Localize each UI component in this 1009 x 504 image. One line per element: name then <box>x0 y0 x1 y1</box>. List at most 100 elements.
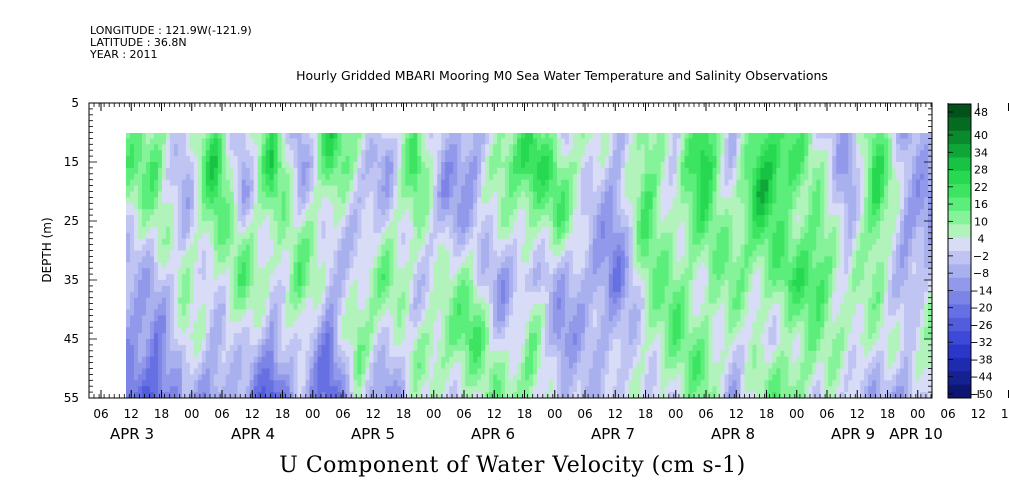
heatmap-cell <box>393 209 398 216</box>
heatmap-cell <box>393 268 398 275</box>
heatmap-cell <box>297 173 303 181</box>
heatmap-cell <box>373 262 378 269</box>
heatmap-cell <box>465 368 470 375</box>
heatmap-cell <box>560 191 566 198</box>
heatmap-cell <box>449 280 454 287</box>
heatmap-cell <box>544 156 550 163</box>
heatmap-cell <box>477 256 482 263</box>
heatmap-cell <box>381 256 386 263</box>
heatmap-cell <box>393 380 398 387</box>
heatmap-cell <box>417 280 422 287</box>
heatmap-cell <box>205 297 211 305</box>
heatmap-cell <box>153 256 159 263</box>
heatmap-cell <box>281 362 287 370</box>
heatmap-cell <box>341 185 347 193</box>
heatmap-cell <box>413 221 418 228</box>
heatmap-cell <box>361 262 367 269</box>
heatmap-cell <box>425 356 430 364</box>
heatmap-cells <box>126 133 932 398</box>
heatmap-cell <box>433 303 438 311</box>
heatmap-cell <box>544 144 550 151</box>
heatmap-cell <box>357 356 363 364</box>
heatmap-cell <box>540 244 546 252</box>
heatmap-cell <box>389 197 394 204</box>
heatmap-cell <box>437 344 442 352</box>
heatmap-cell <box>556 280 562 287</box>
heatmap-cell <box>489 138 494 145</box>
heatmap-cell <box>141 374 147 381</box>
heatmap-cell <box>481 244 486 252</box>
heatmap-cell <box>345 315 351 322</box>
heatmap-cell <box>233 291 239 299</box>
heatmap-cell <box>313 321 319 328</box>
heatmap-cell <box>261 221 267 228</box>
heatmap-cell <box>173 250 179 257</box>
heatmap-cell <box>493 167 498 175</box>
heatmap-cell <box>421 291 426 299</box>
heatmap-cell <box>293 133 299 139</box>
heatmap-cell <box>425 256 430 263</box>
heatmap-cell <box>353 339 359 346</box>
heatmap-cell <box>173 203 179 210</box>
heatmap-cell <box>257 138 263 145</box>
heatmap-cell <box>353 303 359 311</box>
heatmap-cell <box>409 368 414 375</box>
heatmap-cell <box>548 339 554 346</box>
heatmap-cell <box>189 179 195 187</box>
heatmap-cell <box>265 256 271 263</box>
heatmap-cell <box>341 197 347 204</box>
heatmap-cell <box>141 386 147 393</box>
heatmap-cell <box>485 344 490 352</box>
heatmap-cell <box>453 162 458 169</box>
heatmap-cell <box>544 297 550 305</box>
heatmap-cell <box>205 315 211 322</box>
heatmap-cell <box>493 368 498 375</box>
heatmap-cell <box>552 262 558 269</box>
heatmap-cell <box>126 344 131 352</box>
heatmap-cell <box>544 315 550 322</box>
heatmap-cell <box>253 309 259 316</box>
heatmap-cell <box>529 232 534 240</box>
heatmap-cell <box>165 297 171 305</box>
heatmap-cell <box>564 262 570 269</box>
heatmap-cell <box>501 386 506 393</box>
heatmap-cell <box>329 339 335 346</box>
heatmap-cell <box>536 315 542 322</box>
heatmap-cell <box>293 268 299 275</box>
heatmap-cell <box>245 209 251 216</box>
heatmap-cell <box>309 262 315 269</box>
heatmap-cell <box>517 274 522 281</box>
heatmap-cell <box>293 303 299 311</box>
heatmap-cell <box>281 297 287 305</box>
heatmap-cell <box>485 191 490 198</box>
heatmap-cell <box>525 238 530 246</box>
heatmap-cell <box>445 356 450 364</box>
heatmap-cell <box>241 150 247 157</box>
heatmap-cell <box>157 327 163 334</box>
heatmap-cell <box>429 203 434 210</box>
heatmap-cell <box>277 274 283 281</box>
heatmap-cell <box>141 333 147 340</box>
heatmap-cell <box>473 262 478 269</box>
heatmap-cell <box>285 392 291 398</box>
heatmap-cell <box>556 238 562 246</box>
heatmap-cell <box>289 238 295 246</box>
heatmap-cell <box>201 185 207 193</box>
heatmap-cell <box>365 315 370 322</box>
heatmap-cell <box>509 392 514 398</box>
heatmap-cell <box>325 162 331 169</box>
heatmap-cell <box>197 144 203 151</box>
heatmap-cell <box>293 179 299 187</box>
heatmap-cell <box>433 133 438 139</box>
heatmap-cell <box>493 344 498 352</box>
heatmap-cell <box>556 256 562 263</box>
heatmap-cell <box>397 280 402 287</box>
heatmap-cell <box>381 285 386 293</box>
heatmap-cell <box>325 138 331 145</box>
heatmap-cell <box>297 133 303 139</box>
heatmap-cell <box>233 327 239 334</box>
heatmap-cell <box>413 162 418 169</box>
heatmap-cell <box>217 285 223 293</box>
heatmap-cell <box>197 156 203 163</box>
heatmap-cell <box>145 221 151 228</box>
